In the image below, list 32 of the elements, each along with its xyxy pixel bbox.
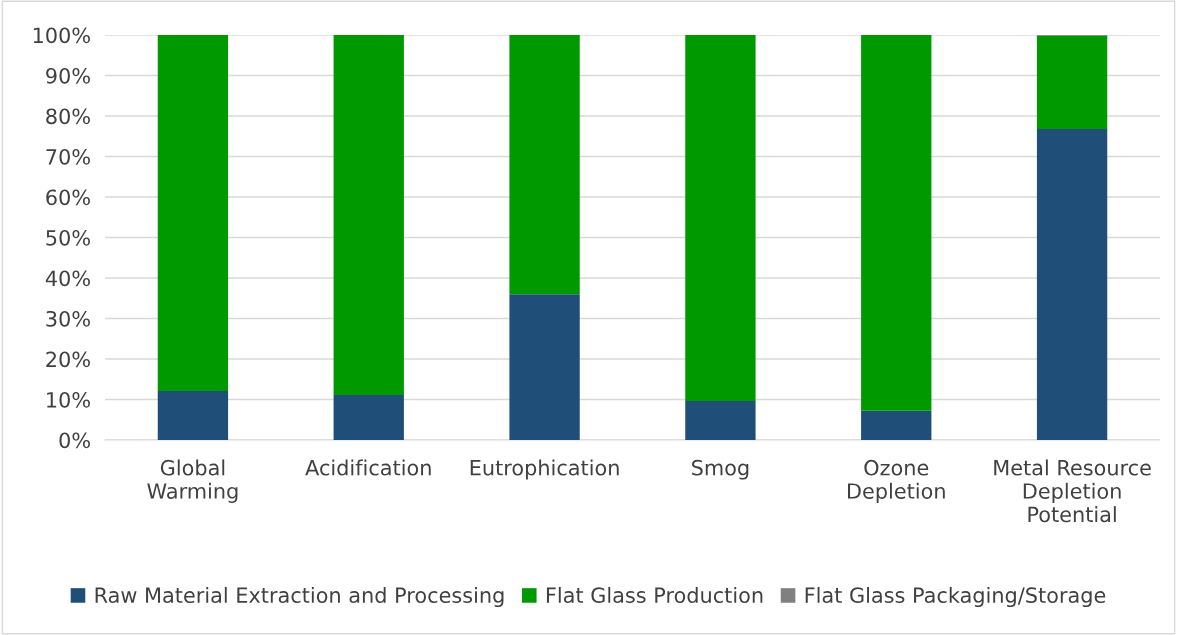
bar — [861, 35, 932, 411]
bar — [333, 395, 404, 440]
bar — [157, 35, 229, 391]
bar — [685, 401, 756, 440]
legend-label: Flat Glass Packaging/Storage — [805, 586, 1106, 608]
y-tick-label: 70% — [46, 148, 90, 165]
y-tick-label: 0% — [59, 432, 90, 449]
bar — [509, 294, 580, 440]
y-tick-label: 50% — [46, 229, 90, 246]
x-tick-label: Eutrophication — [470, 459, 619, 480]
y-tick-label: 10% — [47, 391, 90, 408]
y-tick-label: 20% — [46, 351, 90, 368]
y-tick-label: 90% — [46, 67, 90, 84]
bar — [1036, 128, 1108, 440]
y-tick-label: 30% — [46, 310, 90, 327]
bar — [333, 35, 404, 396]
y-tick-label: 80% — [46, 108, 90, 125]
bar — [509, 35, 580, 295]
bar — [861, 410, 932, 440]
x-tick-label: Acidification — [305, 459, 431, 476]
x-tick-label: Smog — [692, 459, 749, 480]
bar — [685, 35, 756, 402]
x-tick-label: Global Warming — [147, 459, 238, 503]
legend-label: Raw Material Extraction and Processing — [95, 586, 504, 608]
x-tick-label: Ozone Depletion — [847, 459, 945, 503]
legend-label: Flat Glass Production — [546, 586, 763, 604]
y-tick-label: 100% — [33, 27, 90, 44]
x-tick-label: Metal Resource Depletion Potential — [994, 459, 1151, 523]
y-tick-label: 60% — [46, 189, 90, 206]
bar — [1036, 35, 1108, 129]
bar — [157, 390, 229, 440]
y-tick-label: 40% — [45, 270, 90, 287]
